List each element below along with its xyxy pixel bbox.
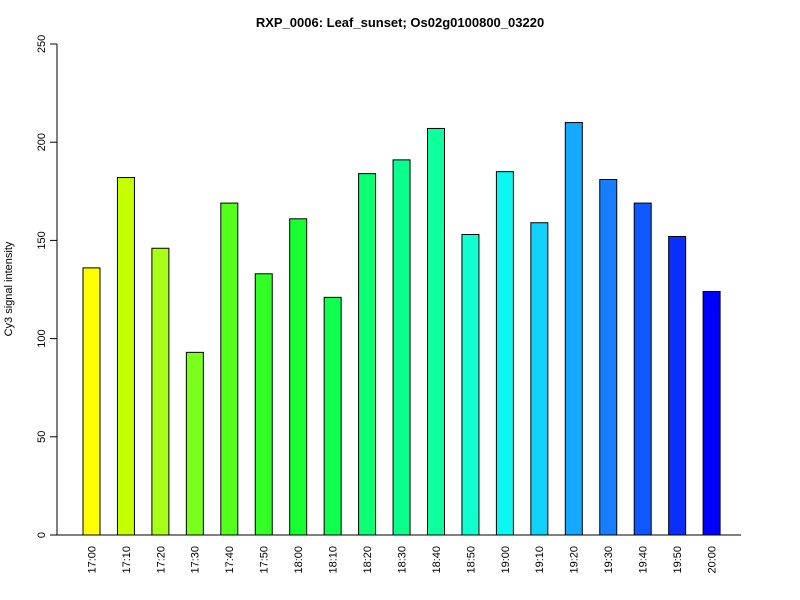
y-axis: 0 50 100 150 200 250 — [36, 35, 58, 538]
bar-1750 — [254, 273, 273, 536]
x-tick-label: 17:40 — [224, 546, 236, 574]
chart-title: RXP_0006: Leaf_sunset; Os02g0100800_0322… — [256, 15, 544, 30]
x-tick-label: 18:20 — [362, 546, 374, 574]
bar-1830 — [392, 159, 411, 536]
x-tick-label: 18:40 — [431, 546, 443, 574]
bar-1930 — [599, 179, 618, 536]
x-tick-label: 17:50 — [259, 546, 271, 574]
bar-1700 — [82, 267, 101, 536]
x-tick-label: 19:00 — [500, 546, 512, 574]
x-tick-label: 17:30 — [190, 546, 202, 574]
bar-1920 — [564, 122, 583, 536]
x-axis: 17:00 17:10 17:20 17:30 17:40 17:50 18:00 18:10… — [57, 534, 742, 574]
bar-1710 — [116, 177, 135, 536]
bar-1820 — [358, 173, 377, 536]
bar-1850 — [461, 234, 480, 536]
y-axis-label: Cy3 signal intensity — [3, 241, 15, 336]
x-tick-label: 19:50 — [672, 546, 684, 574]
x-tick-label: 18:00 — [293, 546, 305, 574]
bar-1940 — [633, 202, 652, 536]
bar-1720 — [151, 247, 170, 536]
x-tick-label: 17:20 — [155, 546, 167, 574]
x-tick-label: 17:00 — [86, 546, 98, 574]
bars-group — [82, 122, 721, 536]
y-tick-label: 250 — [36, 35, 48, 53]
y-tick-label: 200 — [36, 133, 48, 151]
bar-1730 — [185, 351, 204, 536]
x-tick-label: 19:10 — [534, 546, 546, 574]
bar-2000 — [702, 290, 721, 536]
bar-1800 — [289, 218, 308, 536]
bar-1910 — [530, 222, 549, 536]
bar-1810 — [323, 296, 342, 536]
x-tick-label: 20:00 — [706, 546, 718, 574]
x-tick-label: 18:10 — [328, 546, 340, 574]
y-tick-label: 100 — [36, 329, 48, 347]
bar-1950 — [668, 235, 687, 536]
bar-1740 — [220, 202, 239, 536]
x-tick-label: 17:10 — [121, 546, 133, 574]
bar-1840 — [427, 127, 445, 536]
x-tick-label: 19:40 — [638, 546, 650, 574]
y-tick-label: 150 — [36, 231, 48, 249]
x-tick-label: 18:30 — [396, 546, 408, 574]
bar-1900 — [495, 171, 514, 536]
x-tick-label: 19:20 — [569, 546, 581, 574]
x-tick-label: 19:30 — [603, 546, 615, 574]
y-tick-label: 50 — [36, 431, 48, 443]
y-tick-label: 0 — [36, 532, 48, 538]
x-tick-label: 18:50 — [465, 546, 477, 574]
